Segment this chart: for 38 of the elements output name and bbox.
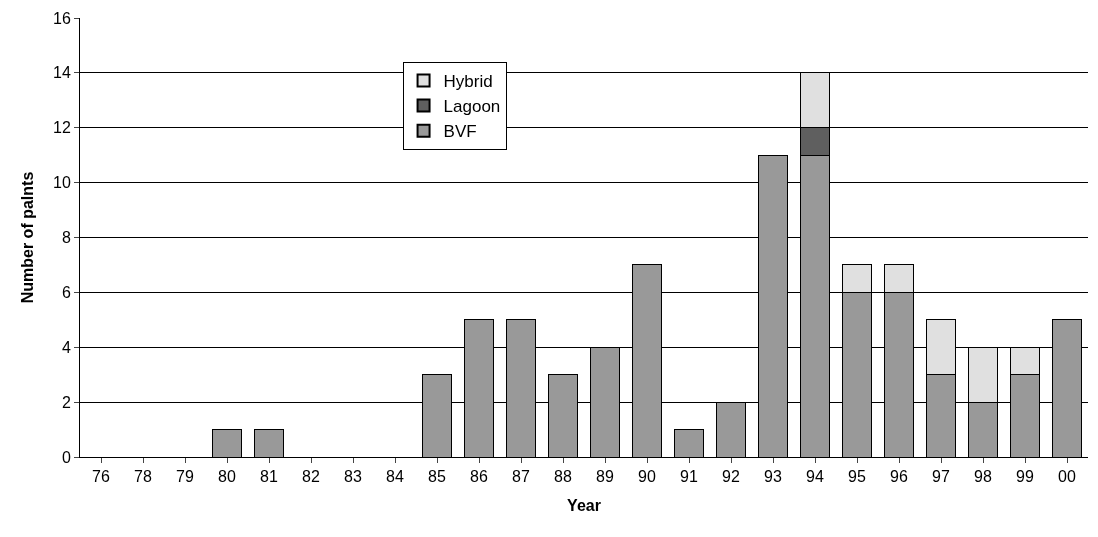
- x-tick-label: 78: [134, 468, 152, 486]
- x-tick-label: 80: [218, 468, 236, 486]
- x-tick-label: 97: [932, 468, 950, 486]
- x-tick-label: 82: [302, 468, 320, 486]
- x-tick-label: 89: [596, 468, 614, 486]
- x-tick-label: 98: [974, 468, 992, 486]
- y-tick-label: 12: [53, 119, 71, 137]
- x-tick-label: 99: [1016, 468, 1034, 486]
- legend-label: Hybrid: [443, 72, 493, 92]
- y-tick-label: 16: [53, 9, 71, 27]
- x-tick-label: 86: [470, 468, 488, 486]
- x-axis-title: Year: [567, 496, 601, 514]
- y-tick-label: 10: [53, 174, 71, 192]
- x-tick-label: 90: [638, 468, 656, 486]
- y-tick-label: 14: [53, 64, 71, 82]
- x-tick-label: 88: [554, 468, 572, 486]
- x-tick-label: 79: [176, 468, 194, 486]
- y-axis-title: Number of palnts: [18, 171, 36, 304]
- y-tick-label: 0: [61, 448, 71, 466]
- x-tick-label: 00: [1058, 468, 1076, 486]
- y-tick-label: 4: [61, 338, 71, 356]
- x-tick-label: 94: [806, 468, 824, 486]
- x-tick-label: 95: [848, 468, 866, 486]
- x-tick-label: 76: [92, 468, 110, 486]
- legend-label: Lagoon: [443, 97, 501, 117]
- x-tick-label: 83: [344, 468, 362, 486]
- x-tick-label: 92: [722, 468, 740, 486]
- x-tick-label: 91: [680, 468, 698, 486]
- x-tick-label: 81: [260, 468, 278, 486]
- y-tick-label: 2: [61, 393, 71, 411]
- y-tick-label: 8: [61, 229, 71, 247]
- x-tick-label: 93: [764, 468, 782, 486]
- x-tick-label: 96: [890, 468, 908, 486]
- y-tick-label: 6: [61, 283, 71, 301]
- x-tick-label: 85: [428, 468, 446, 486]
- x-tick-label: 84: [386, 468, 404, 486]
- legend-label: BVF: [443, 122, 477, 142]
- x-tick-label: 87: [512, 468, 530, 486]
